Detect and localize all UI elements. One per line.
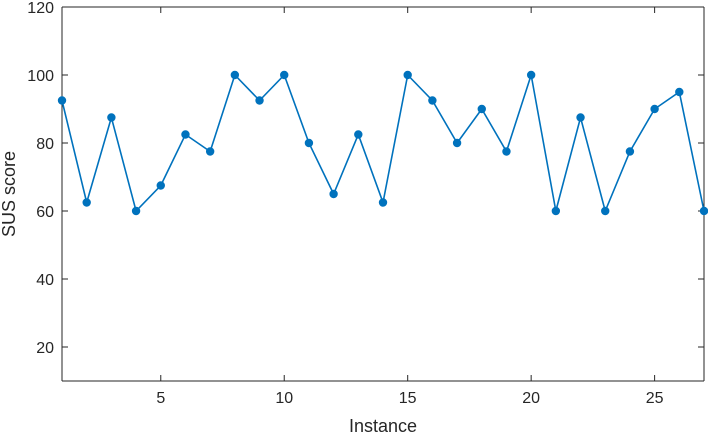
x-tick-label: 15	[399, 390, 417, 407]
y-tick-label: 100	[27, 68, 54, 85]
data-point	[452, 138, 462, 148]
data-point	[378, 198, 388, 207]
y-tick-label: 80	[36, 136, 54, 153]
data-point	[354, 130, 363, 139]
x-tick-label: 25	[646, 390, 664, 407]
data-point	[477, 104, 486, 114]
data-point	[230, 70, 240, 80]
data-point	[181, 130, 190, 139]
data-point	[57, 96, 67, 105]
axes	[61, 6, 705, 382]
data-point	[304, 138, 314, 148]
data-points	[57, 70, 708, 216]
y-tick-label: 20	[36, 340, 54, 357]
data-point	[601, 206, 610, 216]
data-point	[82, 198, 91, 207]
data-point	[699, 206, 708, 216]
y-tick-label: 120	[27, 0, 54, 17]
data-point	[403, 70, 412, 80]
x-axis-ticks: 5 10 15 20 25	[156, 7, 664, 407]
y-tick-label: 40	[36, 272, 54, 289]
data-point	[576, 113, 585, 122]
x-tick-label: 20	[522, 390, 540, 407]
y-tick-label: 60	[36, 204, 54, 221]
y-axis-ticks: 20 40 60 80 100 120	[27, 0, 704, 357]
x-tick-label: 10	[275, 390, 293, 407]
data-point	[156, 181, 165, 190]
data-point	[255, 96, 264, 105]
data-point	[551, 206, 561, 216]
data-point	[131, 206, 141, 216]
data-point	[329, 189, 338, 199]
data-point	[107, 113, 116, 122]
y-axis-label: SUS score	[0, 151, 19, 237]
data-point	[526, 70, 536, 80]
data-point	[280, 70, 289, 80]
x-tick-label: 5	[156, 390, 165, 407]
data-point	[502, 147, 511, 156]
plot-area	[62, 7, 704, 381]
data-point	[428, 96, 437, 105]
data-point	[205, 147, 215, 156]
data-point	[625, 147, 635, 156]
data-point	[675, 87, 684, 97]
x-axis-label: Instance	[349, 416, 417, 436]
data-point	[650, 104, 659, 114]
